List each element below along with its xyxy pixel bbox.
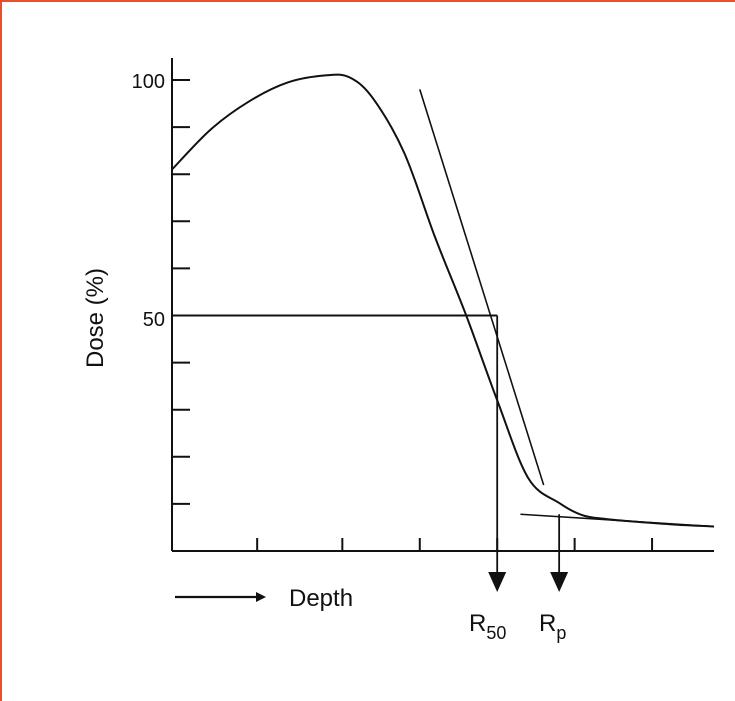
y-tick-label-50: 50 (143, 309, 165, 331)
r50-label-sub: 50 (486, 623, 506, 643)
guide-lines (172, 89, 715, 592)
dose-curve (171, 73, 715, 528)
series-group (171, 73, 715, 528)
y-axis-label: Dose (%) (82, 268, 109, 368)
rp-label-main: R (539, 610, 556, 637)
rp-label-sub: p (556, 623, 566, 643)
r50-label: R50 (469, 610, 506, 643)
x-ticks (256, 538, 654, 551)
y-ticks (172, 79, 190, 505)
r50-label-main: R (469, 610, 486, 637)
x-axis-label-group: Depth (175, 585, 353, 612)
x-axis-label: Depth (289, 585, 353, 612)
r50-arrowhead (488, 572, 507, 592)
axes (171, 58, 714, 552)
rp-arrowhead (550, 572, 569, 592)
y-tick-label-100: 100 (132, 71, 165, 93)
rp-label: Rp (539, 610, 566, 643)
tangent-line (419, 89, 545, 486)
